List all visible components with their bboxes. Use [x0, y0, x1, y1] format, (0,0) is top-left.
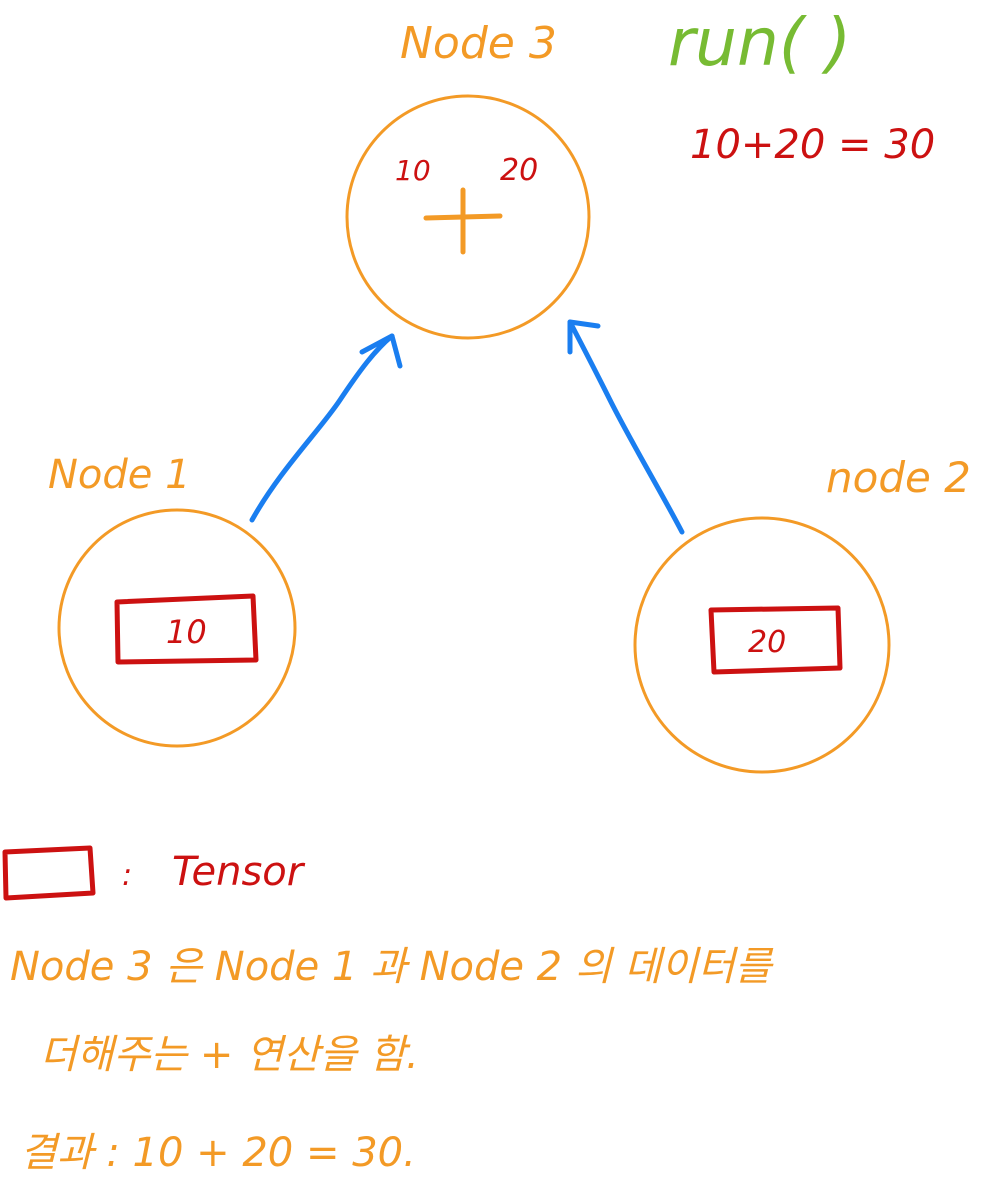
legend-label: Tensor	[172, 849, 306, 895]
node3-label: Node 3	[400, 18, 557, 69]
legend-tensor-swatch	[2, 845, 96, 901]
node1-tensor-value: 10	[166, 613, 207, 651]
note-line-2: 더해주는 + 연산을 함.	[40, 1032, 419, 1078]
run-equation: 10+20 = 30	[690, 122, 935, 168]
node1-tensor-box	[114, 593, 259, 665]
run-label: run( )	[668, 4, 851, 81]
legend-colon: :	[122, 858, 132, 893]
node1-label: Node 1	[48, 452, 191, 498]
note-line-1: Node 3 은 Node 1 과 Node 2 의 데이터를	[10, 944, 774, 990]
node2-circle	[633, 516, 891, 774]
note-line-3: 결과 : 10 + 20 = 30.	[20, 1130, 416, 1176]
node1-circle	[57, 508, 297, 748]
node3-circle	[345, 94, 591, 340]
node2-tensor-value: 20	[748, 625, 786, 660]
edge-node1-to-node3	[249, 333, 403, 523]
node3-input-b: 20	[500, 153, 538, 188]
node2-tensor-box	[708, 605, 843, 675]
node3-plus-operator	[423, 187, 503, 255]
edge-node2-to-node3	[567, 319, 685, 535]
node2-label: node 2	[826, 453, 971, 502]
node3-input-a: 10	[395, 154, 431, 187]
